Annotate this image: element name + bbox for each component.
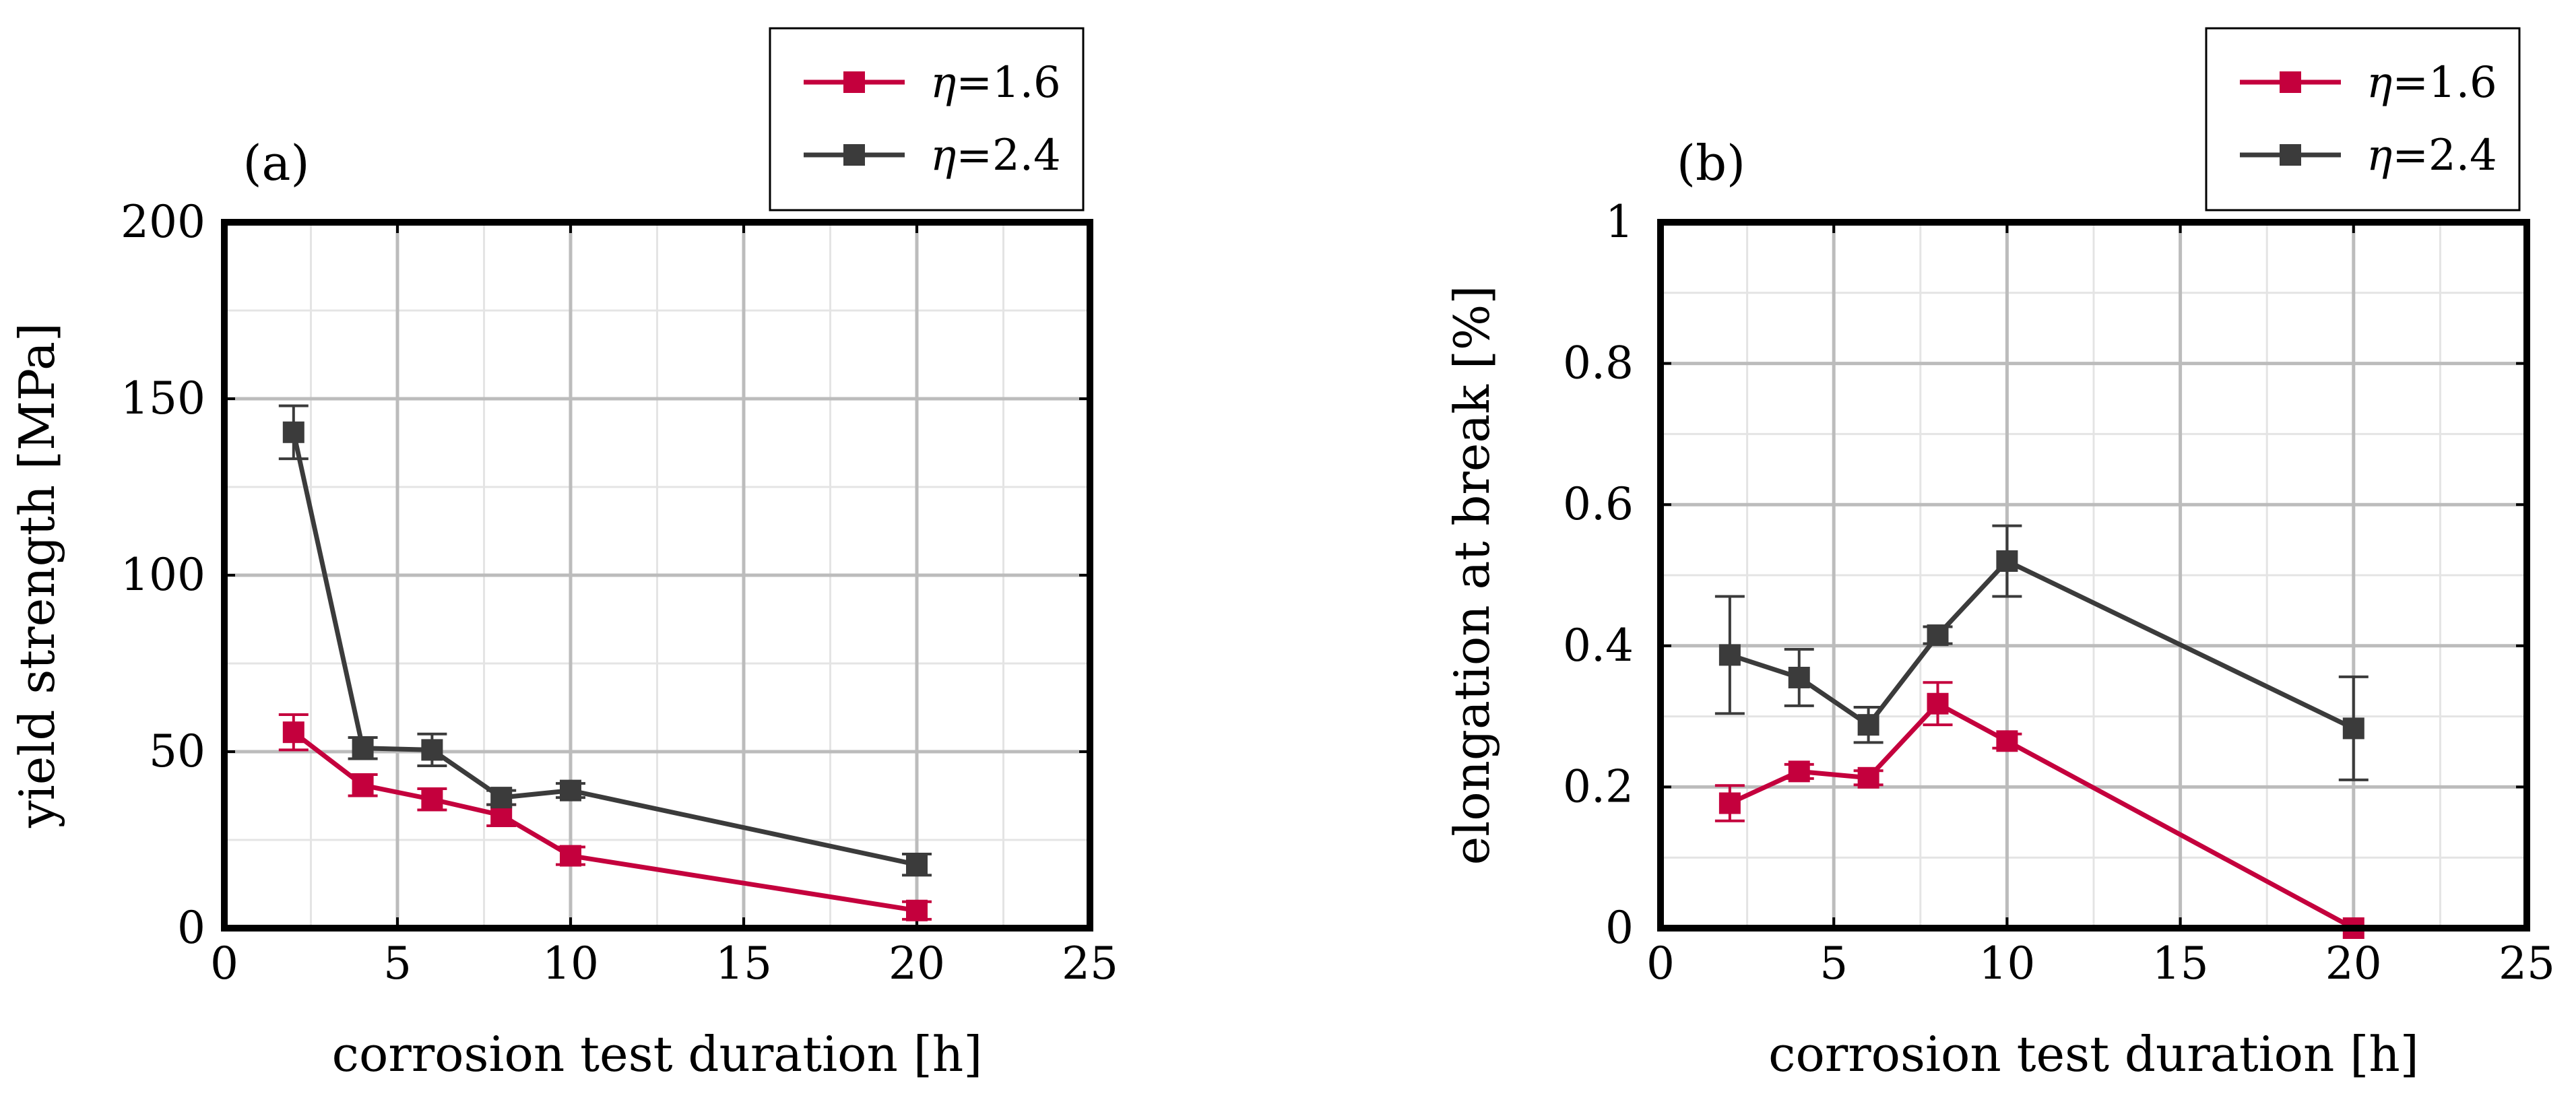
- data-point: [560, 779, 581, 802]
- data-point: [352, 737, 374, 759]
- x-tick-label: 25: [2499, 938, 2555, 989]
- x-tick-label: 20: [2325, 938, 2382, 989]
- legend-marker: [2280, 144, 2301, 166]
- legend-label: η=2.4: [930, 131, 1061, 181]
- y-tick-label: 0.2: [1563, 760, 1634, 812]
- y-tick-label: 100: [121, 549, 205, 601]
- data-point: [2342, 717, 2364, 740]
- legend-marker: [2280, 71, 2301, 93]
- legend: η=1.6 η=2.4: [769, 27, 1085, 211]
- series-eta-2-4: [1714, 524, 2369, 781]
- legend-label: η=2.4: [2366, 131, 2497, 181]
- y-tick-label: 0.8: [1563, 337, 1634, 389]
- panel-label: (b): [1677, 135, 1745, 191]
- data-point: [1996, 730, 2018, 752]
- data-point: [421, 739, 443, 761]
- data-point: [1788, 760, 1810, 783]
- data-point: [1996, 550, 2018, 573]
- data-point: [1857, 714, 1879, 736]
- data-point: [421, 788, 443, 810]
- legend-box: [769, 27, 1085, 211]
- data-point: [1927, 624, 1949, 647]
- x-tick-label: 15: [715, 938, 772, 989]
- x-tick-label: 20: [889, 938, 945, 989]
- data-point: [1718, 644, 1741, 666]
- y-tick-label: 0: [177, 902, 205, 954]
- x-tick-label: 5: [383, 938, 412, 989]
- legend-label: η=1.6: [930, 58, 1061, 108]
- data-point: [1857, 766, 1879, 789]
- legend-label: η=1.6: [2366, 58, 2497, 108]
- x-tick-label: 10: [542, 938, 599, 989]
- series-eta-1-6: [1714, 681, 2364, 939]
- y-tick-label: 150: [121, 372, 205, 424]
- y-tick-label: 50: [149, 725, 205, 777]
- y-tick-label: 200: [121, 196, 205, 248]
- data-point: [282, 421, 304, 443]
- y-tick-label: 0: [1605, 902, 1634, 954]
- legend-marker: [843, 144, 865, 166]
- data-point: [1718, 792, 1741, 814]
- y-tick-label: 0.6: [1563, 478, 1634, 530]
- legend-marker: [843, 71, 865, 93]
- x-tick-label: 15: [2152, 938, 2209, 989]
- panel-a: 0 5 10 15 20 25 0 50 100 150 200 corrosion test dur…: [9, 27, 1118, 1082]
- panel-b: 0 5 10 15 20 25 0 0.2 0.4 0.6 0.8 1 corrosion test d…: [1444, 27, 2555, 1082]
- data-point: [490, 787, 513, 809]
- x-axis-label: corrosion test duration [h]: [332, 1026, 983, 1082]
- series-eta-2-4: [278, 404, 932, 877]
- series-line: [291, 432, 917, 868]
- y-axis-label: yield strength [MPa]: [9, 323, 65, 828]
- x-tick-label: 10: [1978, 938, 2035, 989]
- x-tick-label: 25: [1062, 938, 1118, 989]
- plot-frame: [221, 219, 1093, 932]
- x-tick-label: 0: [1646, 938, 1675, 989]
- data-point: [906, 853, 928, 876]
- x-tick-label: 5: [1820, 938, 1848, 989]
- plot-frame: [1657, 219, 2530, 932]
- legend: η=1.6 η=2.4: [2205, 27, 2521, 211]
- y-tick-label: 1: [1605, 196, 1634, 248]
- legend-box: [2205, 27, 2521, 211]
- data-point: [282, 721, 304, 744]
- panel-label: (a): [243, 135, 309, 191]
- series-eta-1-6: [278, 713, 932, 921]
- data-point: [906, 899, 928, 921]
- x-tick-label: 0: [210, 938, 238, 989]
- data-point: [1788, 666, 1810, 688]
- series-line: [292, 730, 917, 913]
- series-line: [1729, 558, 2355, 731]
- y-tick-label: 0.4: [1563, 620, 1634, 672]
- data-point: [560, 845, 581, 867]
- data-point: [1927, 692, 1949, 715]
- y-axis-label: elongation at break [%]: [1444, 286, 1500, 866]
- x-axis-label: corrosion test duration [h]: [1768, 1026, 2419, 1082]
- data-point: [352, 774, 374, 796]
- series-line: [1729, 701, 2355, 931]
